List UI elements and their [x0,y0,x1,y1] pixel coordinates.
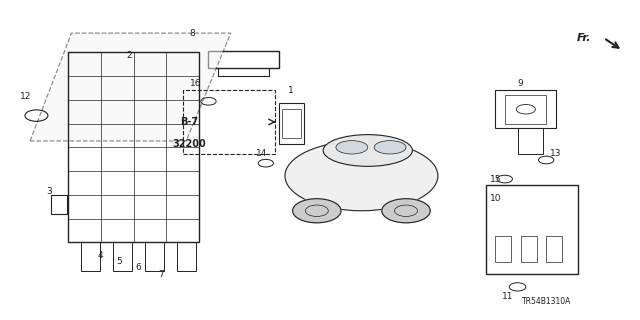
Bar [495,90,556,128]
Bar [505,95,546,124]
Polygon shape [30,33,231,141]
Text: 11: 11 [502,292,514,301]
Text: 7: 7 [158,270,164,279]
Text: TR54B1310A: TR54B1310A [522,297,572,306]
Text: 2: 2 [126,51,132,60]
Bar [278,103,304,144]
Text: 32200: 32200 [173,139,206,149]
Text: 13: 13 [550,149,561,158]
Text: 5: 5 [116,257,122,266]
Text: 10: 10 [490,194,501,203]
Text: 3: 3 [46,187,52,196]
Bar [113,243,132,271]
Text: B-7: B-7 [180,117,198,127]
Ellipse shape [285,141,438,211]
Text: 9: 9 [518,79,524,88]
Bar [495,236,511,261]
Ellipse shape [323,135,412,166]
Bar [51,195,67,214]
Bar [518,128,543,154]
Bar [177,243,196,271]
Ellipse shape [374,141,406,154]
Bar [81,243,100,271]
Text: Fr.: Fr. [576,33,591,43]
Text: 15: 15 [490,174,501,184]
Circle shape [292,199,341,223]
Bar [209,51,278,68]
Bar [68,52,199,243]
Bar [183,90,275,154]
Text: 14: 14 [256,149,267,158]
Text: 4: 4 [97,251,103,260]
Ellipse shape [336,141,368,154]
Bar [145,243,164,271]
Bar [521,236,537,261]
Bar [486,185,578,274]
Text: 12: 12 [20,92,31,101]
Bar [546,236,562,261]
Text: 16: 16 [190,79,202,88]
Circle shape [382,199,430,223]
Text: 6: 6 [136,263,141,272]
Text: 1: 1 [289,86,294,95]
Text: 8: 8 [189,28,195,38]
Bar [282,109,301,138]
